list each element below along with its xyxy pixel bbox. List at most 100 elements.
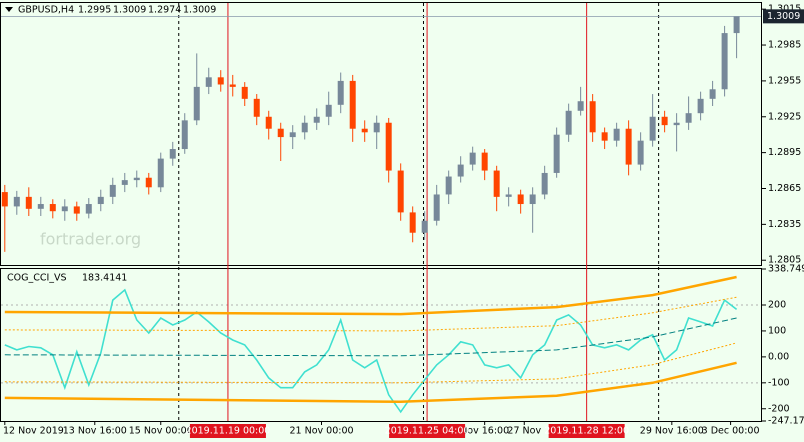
y-tick-label: -200 (768, 403, 790, 414)
candle-body (253, 98, 260, 117)
indicator-value: 183.4141 (82, 273, 127, 284)
watermark: fortrader.org (40, 230, 141, 249)
candle-body (217, 77, 224, 85)
marker-label: 2019.11.28 12:00 (544, 426, 629, 437)
y-tick-label: 0.00 (768, 351, 789, 362)
candle-body (349, 80, 356, 129)
candle-body (601, 132, 608, 141)
candle-body (289, 132, 296, 138)
candle-body (73, 206, 80, 214)
candle-body (385, 122, 392, 171)
open-price: 1.2995 (78, 5, 111, 16)
indicator-title: COG_CCI_VS (7, 273, 67, 284)
y-tick-label: 200 (768, 299, 786, 310)
y-tick-label: 1.2865 (768, 183, 801, 194)
candle-body (277, 128, 284, 138)
candle-body (229, 84, 236, 87)
candle-body (313, 116, 320, 123)
candle-body (517, 194, 524, 205)
candle-body (145, 177, 152, 188)
candle-body (361, 128, 368, 133)
candle-body (1, 192, 8, 207)
y-tick-label: -100 (768, 377, 790, 388)
candle-body (553, 134, 560, 173)
x-tick-label: 21 Nov 00:00 (289, 426, 353, 437)
candle-body (109, 184, 116, 197)
candle-body (661, 116, 668, 126)
last-price-label: 1.3009 (767, 11, 800, 22)
candle-body (529, 194, 536, 205)
low-price: 1.2974 (148, 5, 181, 16)
close-price: 1.3009 (183, 5, 216, 16)
candle-body (121, 180, 128, 185)
symbol-title: GBPUSD,H4 (18, 5, 74, 16)
candle-body (337, 80, 344, 105)
price-panel (0, 2, 762, 266)
y-tick-label: 1.2895 (768, 147, 801, 158)
candle-body (457, 164, 464, 177)
y-tick-label: 1.2925 (768, 111, 801, 122)
band-line (4, 317, 737, 357)
x-tick-label: 3 Dec 00:00 (702, 426, 760, 437)
marker-label: 2019.11.25 04:00 (385, 426, 470, 437)
candle-body (409, 212, 416, 233)
band-line (4, 342, 737, 384)
candle-body (85, 204, 92, 214)
band-line (4, 275, 737, 316)
candle-body (133, 177, 140, 181)
candle-body (493, 170, 500, 197)
candle-body (469, 152, 476, 165)
marker-label-box (189, 424, 266, 438)
candle-body (205, 77, 212, 87)
x-tick-label: 12 Nov 2019 (3, 426, 64, 437)
marker-label-box (548, 424, 625, 438)
candle-body (625, 128, 632, 165)
candle-body (505, 194, 512, 197)
candle-body (97, 196, 104, 205)
candle-body (649, 116, 656, 141)
y-tick-label: 1.3015 (768, 4, 801, 15)
candle-body (709, 89, 716, 99)
marker-label: 2019.11.19 00:00 (186, 426, 271, 437)
candle-body (301, 122, 308, 133)
candle-body (733, 16, 740, 34)
candle-body (49, 204, 56, 212)
candle-body (193, 86, 200, 121)
candle-body (577, 101, 584, 111)
x-tick-label: 15 Nov 00:00 (129, 426, 193, 437)
candle-body (325, 104, 332, 117)
last-price-box (763, 9, 804, 24)
candle-body (61, 206, 68, 212)
y-tick-label: -247.1748 (768, 416, 804, 427)
candle-body (433, 194, 440, 221)
candle-body (697, 98, 704, 114)
x-tick-label: Nov 16:00 (460, 426, 509, 437)
candle-body (25, 196, 32, 209)
y-tick-label: 1.2955 (768, 75, 801, 86)
candle-body (685, 113, 692, 123)
candle-body (589, 101, 596, 133)
x-tick-label: 29 Nov 16:00 (640, 426, 704, 437)
candle-body (169, 149, 176, 159)
candle-body (37, 204, 44, 209)
cci-line (4, 288, 738, 414)
candle-body (157, 158, 164, 188)
candle-body (265, 116, 272, 129)
band-line (4, 296, 737, 332)
candle-body (721, 33, 728, 90)
y-tick-label: 338.7496 (768, 264, 804, 275)
candle-body (613, 128, 620, 141)
marker-label-box (389, 424, 466, 438)
candle-body (241, 86, 248, 99)
candle-body (181, 120, 188, 150)
y-tick-label: 1.2805 (768, 255, 801, 266)
y-tick-label: 1.2835 (768, 219, 801, 230)
candle-body (637, 140, 644, 165)
x-tick-label: 27 Nov (507, 426, 541, 437)
menu-arrow[interactable] (5, 7, 13, 12)
y-tick-label: 100 (768, 325, 786, 336)
band-line (4, 361, 737, 404)
high-price: 1.3009 (113, 5, 146, 16)
